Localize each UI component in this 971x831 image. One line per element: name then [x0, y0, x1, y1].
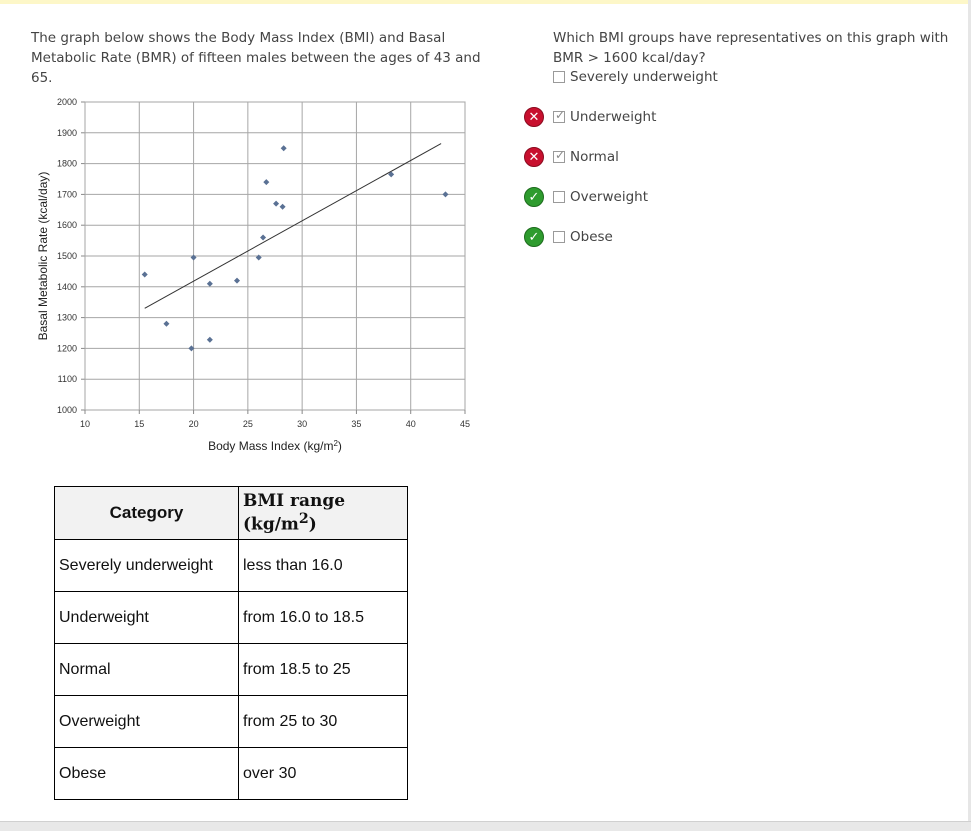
y-tick-label: 1400 [57, 282, 77, 292]
checkbox[interactable] [553, 191, 565, 203]
x-tick-label: 30 [297, 419, 307, 429]
data-point [260, 234, 267, 241]
header-bmi-range: BMI range (kg/m2) [238, 486, 408, 540]
bmi-bmr-scatter-chart: 1000 1100 1200 1300 1400 1500 1600 1700 1800 1900… [36, 97, 470, 453]
check-icon: ✓ [524, 227, 544, 247]
header-category: Category [54, 486, 239, 540]
table-row: Overweight from 25 to 30 [54, 695, 408, 748]
data-point [206, 280, 213, 287]
table-cell-category: Overweight [54, 695, 239, 748]
table-row: Underweight from 16.0 to 18.5 [54, 591, 408, 644]
x-icon: ✕ [524, 147, 544, 167]
table-cell-category: Obese [54, 747, 239, 800]
question-text: Which BMI groups have representatives on… [553, 30, 949, 66]
option-label: Normal [570, 149, 619, 165]
data-point [234, 277, 240, 284]
x-tick-label: 25 [243, 419, 253, 429]
checkbox[interactable] [553, 231, 565, 243]
checkbox-checked[interactable] [553, 148, 565, 163]
trendline [144, 143, 442, 309]
data-point [442, 191, 449, 198]
y-tick-label: 1900 [57, 128, 77, 138]
table-row: Severely underweight less than 16.0 [54, 539, 408, 592]
data-point [280, 145, 287, 152]
x-tick-label: 35 [351, 419, 361, 429]
y-tick-label: 1600 [57, 220, 77, 230]
y-tick-label: 1200 [57, 343, 77, 353]
x-tick-label: 45 [460, 419, 470, 429]
x-icon: ✕ [524, 107, 544, 127]
table-cell-category: Underweight [54, 591, 239, 644]
data-point [279, 203, 286, 210]
table-header-row: Category BMI range (kg/m2) [54, 486, 408, 540]
bmi-category-table: Category BMI range (kg/m2) Severely unde… [54, 486, 408, 800]
data-point [273, 200, 280, 207]
option-overweight[interactable]: Overweight [553, 187, 648, 207]
question-intro-text: The graph below shows the Body Mass Inde… [31, 30, 481, 86]
y-tick-label: 2000 [57, 97, 77, 107]
option-label: Severely underweight [570, 69, 718, 85]
x-tick-label: 20 [189, 419, 199, 429]
data-point [141, 271, 148, 278]
y-tick-label: 1300 [57, 313, 77, 323]
option-normal[interactable]: Normal [553, 147, 619, 167]
y-axis-label: Basal Metabolic Rate (kcal/day) [36, 172, 50, 341]
data-point [188, 345, 195, 352]
x-axis-label: Body Mass Index (kg/m2) [208, 439, 342, 453]
data-point [163, 320, 170, 327]
y-tick-label: 1700 [57, 189, 77, 199]
table-cell-range: less than 16.0 [238, 539, 408, 592]
data-point [206, 336, 213, 343]
option-underweight[interactable]: Underweight [553, 107, 656, 127]
y-tick-label: 1000 [57, 405, 77, 415]
y-tick-label: 1100 [58, 374, 77, 384]
x-tick-label: 40 [406, 419, 416, 429]
table-cell-range: from 16.0 to 18.5 [238, 591, 408, 644]
table-cell-range: over 30 [238, 747, 408, 800]
option-obese[interactable]: Obese [553, 227, 613, 247]
x-tick-label: 10 [80, 419, 90, 429]
table-row: Obese over 30 [54, 747, 408, 800]
checkbox-checked[interactable] [553, 108, 565, 123]
y-tick-label: 1800 [57, 159, 77, 169]
option-label: Underweight [570, 109, 657, 125]
data-point [388, 171, 395, 178]
scrollbar-edge [968, 0, 971, 821]
table-cell-range: from 25 to 30 [238, 695, 408, 748]
bottom-status-bar [0, 821, 971, 831]
table-cell-category: Normal [54, 643, 239, 696]
y-tick-label: 1500 [57, 251, 77, 261]
checkbox[interactable] [553, 71, 565, 83]
option-label: Overweight [570, 189, 648, 205]
table-cell-category: Severely underweight [54, 539, 239, 592]
top-highlight-strip [0, 0, 971, 4]
option-severely-underweight[interactable]: Severely underweight [553, 67, 718, 87]
data-point [263, 179, 270, 186]
data-point [255, 254, 262, 261]
table-row: Normal from 18.5 to 25 [54, 643, 408, 696]
check-icon: ✓ [524, 187, 544, 207]
option-label: Obese [570, 229, 613, 245]
x-tick-label: 15 [134, 419, 144, 429]
table-cell-range: from 18.5 to 25 [238, 643, 408, 696]
